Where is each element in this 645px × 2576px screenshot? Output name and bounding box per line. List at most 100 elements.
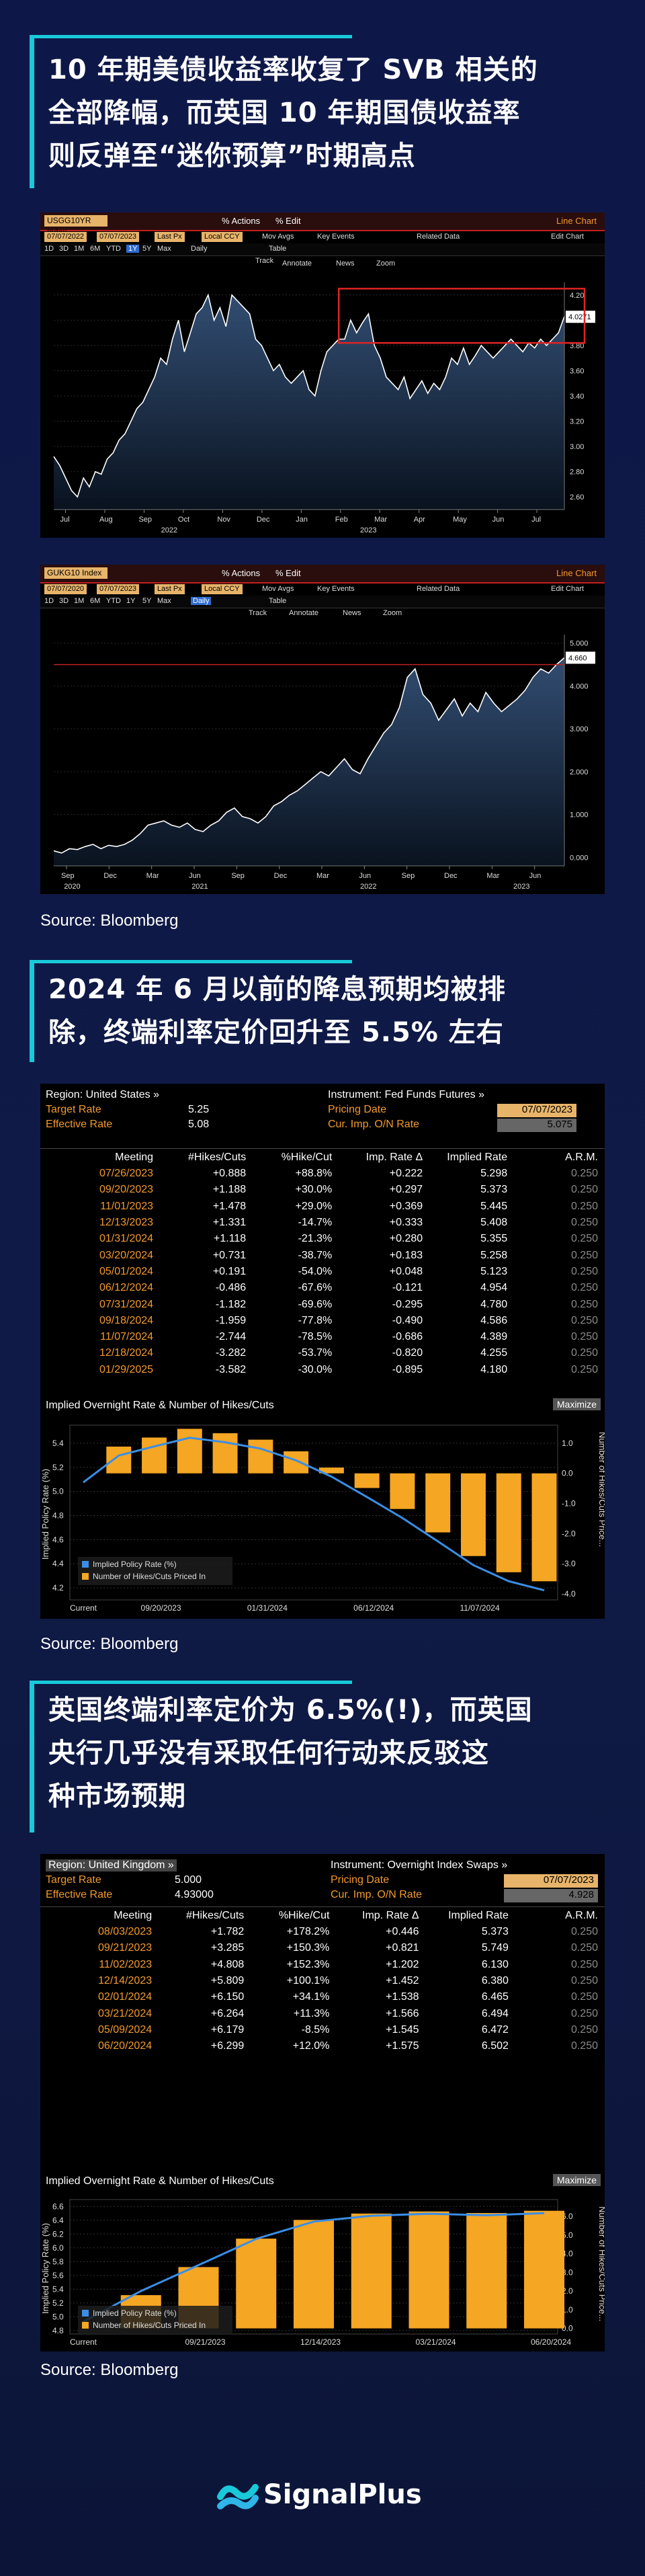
range-1y[interactable]: 1Y: [126, 245, 140, 253]
pricing-date-field[interactable]: 07/07/2023: [497, 1104, 576, 1117]
table-row[interactable]: 01/29/2025 -3.582 -30.0% -0.895 4.180 0.250: [40, 1362, 602, 1378]
edit-menu[interactable]: % Edit: [275, 216, 301, 226]
edit-menu[interactable]: % Edit: [275, 568, 301, 578]
mov-avgs-toggle[interactable]: Mov Avgs: [262, 233, 294, 241]
table-toggle[interactable]: Table: [269, 597, 287, 605]
range-6m[interactable]: 6M: [90, 597, 101, 605]
col-hikes[interactable]: #Hikes/Cuts: [186, 1910, 245, 1921]
table-row[interactable]: 12/14/2023 +5.809 +100.1% +1.452 6.380 0.250: [40, 1973, 602, 1989]
table-row[interactable]: 09/20/2023 +1.188 +30.0% +0.297 5.373 0.250: [40, 1182, 602, 1198]
table-row[interactable]: 09/18/2024 -1.959 -77.8% -0.490 4.586 0.250: [40, 1313, 602, 1329]
range-1m[interactable]: 1M: [74, 597, 85, 605]
chart-type-label[interactable]: Line Chart: [556, 568, 597, 578]
local-ccy-select[interactable]: Local CCY: [202, 584, 243, 594]
range-1m[interactable]: 1M: [74, 245, 85, 253]
us-implied-rate-chart[interactable]: 4.2 4.4 4.6 4.8 5.0 5.2 5.4 -4.0 -3.0 -2.0 -1.0 0.0…: [40, 1416, 605, 1619]
range-1d[interactable]: 1D: [44, 597, 54, 605]
range-5y[interactable]: 5Y: [142, 597, 152, 605]
table-row[interactable]: 01/31/2024 +1.118 -21.3% +0.280 5.355 0.250: [40, 1231, 602, 1247]
news-tool[interactable]: News: [343, 609, 361, 617]
table-row[interactable]: 02/01/2024 +6.150 +34.1% +1.538 6.465 0.250: [40, 1989, 602, 2005]
table-row[interactable]: 12/18/2024 -3.282 -53.7% -0.820 4.255 0.250: [40, 1345, 602, 1361]
track-tool[interactable]: Track: [249, 609, 267, 617]
date-from-field[interactable]: 07/07/2020: [44, 584, 87, 594]
related-data-link[interactable]: Related Data: [417, 585, 460, 593]
range-ytd[interactable]: YTD: [106, 597, 121, 605]
table-toggle[interactable]: Table: [269, 245, 287, 253]
uk-implied-rate-chart[interactable]: 4.8 5.0 5.2 5.4 5.6 5.8 6.0 6.2 6.4 6.6 0.0 1.0 2.0 3…: [40, 2191, 605, 2351]
ticker-field[interactable]: GUKG10 Index: [44, 567, 108, 579]
uk10y-line-chart[interactable]: 0.000 1.000 2.000 3.000 4.000 5.000 Sep Dec Mar J…: [40, 621, 605, 894]
range-6m[interactable]: 6M: [90, 245, 101, 253]
range-3d[interactable]: 3D: [59, 245, 69, 253]
range-max[interactable]: Max: [157, 245, 171, 253]
range-1y[interactable]: 1Y: [126, 597, 136, 605]
range-5y[interactable]: 5Y: [142, 245, 152, 253]
cell-pct: +34.1%: [292, 1991, 330, 2003]
pricing-date-field[interactable]: 07/07/2023: [504, 1874, 598, 1888]
range-1d[interactable]: 1D: [44, 245, 54, 253]
cell-imp-delta: +0.183: [389, 1249, 423, 1261]
daily-select[interactable]: Daily: [191, 597, 212, 605]
date-to-field[interactable]: 07/07/2023: [97, 232, 140, 242]
mov-avgs-toggle[interactable]: Mov Avgs: [262, 585, 294, 593]
col-arm[interactable]: A.R.M.: [565, 1152, 598, 1163]
key-events-toggle[interactable]: Key Events: [317, 585, 355, 593]
track-tool[interactable]: Track: [255, 257, 274, 265]
date-from-field[interactable]: 07/07/2022: [44, 232, 87, 242]
maximize-button[interactable]: Maximize: [552, 2174, 601, 2186]
table-row[interactable]: 08/03/2023 +1.782 +178.2% +0.446 5.373 0.250: [40, 1924, 602, 1940]
table-row[interactable]: 12/13/2023 +1.331 -14.7% +0.333 5.408 0.250: [40, 1215, 602, 1231]
table-row[interactable]: 06/12/2024 -0.486 -67.6% -0.121 4.954 0.250: [40, 1280, 602, 1296]
maximize-button[interactable]: Maximize: [552, 1398, 601, 1410]
table-row[interactable]: 05/09/2024 +6.179 -8.5% +1.545 6.472 0.250: [40, 2022, 602, 2038]
col-implied[interactable]: Implied Rate: [448, 1910, 509, 1921]
zoom-tool[interactable]: Zoom: [376, 259, 396, 268]
col-implied[interactable]: Implied Rate: [447, 1152, 508, 1163]
col-meeting[interactable]: Meeting: [115, 1152, 154, 1163]
col-arm[interactable]: A.R.M.: [565, 1910, 598, 1921]
col-meeting[interactable]: Meeting: [114, 1910, 153, 1921]
table-row[interactable]: 11/02/2023 +4.808 +152.3% +1.202 6.130 0.250: [40, 1957, 602, 1973]
table-row[interactable]: 11/01/2023 +1.478 +29.0% +0.369 5.445 0.250: [40, 1199, 602, 1215]
related-data-link[interactable]: Related Data: [417, 233, 460, 241]
range-max[interactable]: Max: [157, 597, 171, 605]
instrument-selector[interactable]: Instrument: Fed Funds Futures »: [328, 1089, 484, 1100]
col-hikes[interactable]: #Hikes/Cuts: [187, 1152, 247, 1163]
local-ccy-select[interactable]: Local CCY: [202, 232, 243, 242]
key-events-toggle[interactable]: Key Events: [317, 233, 355, 241]
region-selector[interactable]: Region: United States »: [46, 1089, 159, 1100]
col-imp-delta[interactable]: Imp. Rate Δ: [366, 1152, 423, 1163]
title-line: 央行几乎没有采取任何行动来反驳这: [48, 1738, 489, 1769]
date-to-field[interactable]: 07/07/2023: [97, 584, 140, 594]
table-row[interactable]: 03/21/2024 +6.264 +11.3% +1.566 6.494 0.250: [40, 2005, 602, 2021]
table-row[interactable]: 07/26/2023 +0.888 +88.8% +0.222 5.298 0.250: [40, 1166, 602, 1182]
region-selector[interactable]: Region: United Kingdom »: [46, 1859, 177, 1871]
news-tool[interactable]: News: [336, 259, 355, 268]
edit-chart-link[interactable]: Edit Chart: [551, 233, 584, 241]
ticker-field[interactable]: USGG10YR Index: [44, 215, 108, 237]
range-3d[interactable]: 3D: [59, 597, 69, 605]
table-row[interactable]: 03/20/2024 +0.731 -38.7% +0.183 5.258 0.250: [40, 1247, 602, 1263]
table-row[interactable]: 09/21/2023 +3.285 +150.3% +0.821 5.749 0.250: [40, 1940, 602, 1956]
actions-menu[interactable]: % Actions: [222, 216, 261, 226]
col-pct[interactable]: %Hike/Cut: [278, 1910, 330, 1921]
col-imp-delta[interactable]: Imp. Rate Δ: [362, 1910, 419, 1921]
last-px-select[interactable]: Last Px: [155, 584, 185, 594]
table-row[interactable]: 06/20/2024 +6.299 +12.0% +1.575 6.502 0.250: [40, 2038, 602, 2054]
chart-type-label[interactable]: Line Chart: [556, 216, 597, 226]
annotate-tool[interactable]: Annotate: [289, 609, 319, 617]
table-row[interactable]: 11/07/2024 -2.744 -78.5% -0.686 4.389 0.250: [40, 1329, 602, 1345]
table-row[interactable]: 05/01/2024 +0.191 -54.0% +0.048 5.123 0.250: [40, 1264, 602, 1280]
edit-chart-link[interactable]: Edit Chart: [551, 585, 584, 593]
col-pct[interactable]: %Hike/Cut: [281, 1152, 333, 1163]
last-px-select[interactable]: Last Px: [155, 232, 185, 242]
instrument-selector[interactable]: Instrument: Overnight Index Swaps »: [331, 1859, 508, 1871]
range-ytd[interactable]: YTD: [106, 245, 121, 253]
table-row[interactable]: 07/31/2024 -1.182 -69.6% -0.295 4.780 0.250: [40, 1296, 602, 1312]
zoom-tool[interactable]: Zoom: [383, 609, 402, 617]
daily-select[interactable]: Daily: [191, 245, 208, 253]
annotate-tool[interactable]: Annotate: [282, 259, 312, 268]
actions-menu[interactable]: % Actions: [222, 568, 261, 578]
us10y-line-chart[interactable]: 2.602.803.003.203.403.603.804.004.20JulA…: [40, 269, 605, 538]
